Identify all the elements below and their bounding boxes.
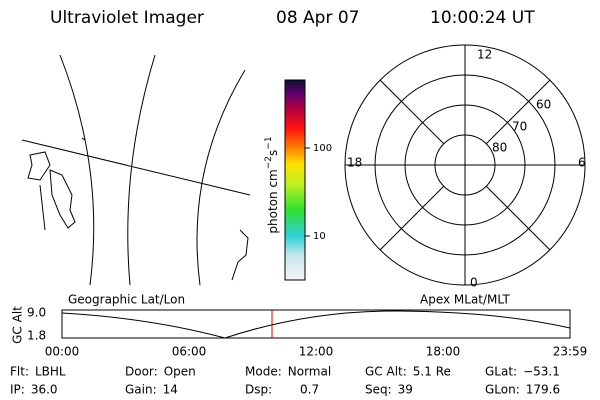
timeline-x-tick: 06:00 [172, 345, 207, 359]
altitude-curve [61, 310, 571, 339]
field-label: Dsp: [245, 383, 272, 397]
field-value: 14 [163, 383, 178, 397]
field-label: Flt: [10, 365, 29, 379]
field-value: 179.6 [526, 383, 560, 397]
colorbar-tick: 10 [313, 231, 326, 242]
field-label: GC Alt: [365, 365, 407, 379]
timeline-y-tick: 1.8 [27, 329, 46, 343]
polar-grid [344, 44, 586, 286]
polar-ring-label: 70 [512, 120, 527, 134]
field-label: GLat: [485, 365, 517, 379]
timeline-x-tick: 12:00 [299, 345, 334, 359]
field-value: LBHL [35, 365, 66, 379]
polar-label: 6 [578, 156, 586, 170]
polar-ring-label: 60 [536, 98, 551, 112]
field-value: 39 [398, 383, 413, 397]
map [21, 54, 251, 286]
field-value: 0.7 [300, 383, 319, 397]
time: 10:00:24 UT [430, 8, 535, 28]
timeline-y-label: GC Alt [11, 306, 25, 344]
polar-label: 12 [477, 48, 492, 62]
field-label: Seq: [365, 383, 392, 397]
timeline-x-tick: 00:00 [45, 345, 80, 359]
title: Ultraviolet Imager [50, 8, 204, 28]
field-value: Normal [288, 365, 331, 379]
polar-label: 18 [347, 156, 362, 170]
polar-ring-label: 80 [492, 141, 507, 155]
timeline-title: Apex MLat/MLT [420, 293, 510, 307]
polar-label: 0 [470, 276, 478, 290]
field-label: GLon: [485, 383, 520, 397]
timeline-x-tick: 18:00 [426, 345, 461, 359]
date: 08 Apr 07 [276, 8, 359, 28]
colorbar-tick: 100 [313, 143, 332, 154]
timeline-title: Geographic Lat/Lon [68, 293, 185, 307]
colorbar-label: photon cm−2s−1 [264, 136, 280, 233]
timeline-y-tick: 9.0 [27, 306, 46, 320]
field-value: −53.1 [523, 365, 560, 379]
colorbar [284, 79, 306, 281]
field-label: Door: [125, 365, 158, 379]
timeline-box [61, 309, 571, 339]
field-value: Open [164, 365, 196, 379]
field-value: 36.0 [31, 383, 58, 397]
field-value: 5.1 Re [413, 365, 451, 379]
field-label: Gain: [125, 383, 157, 397]
timeline-x-tick: 23:59 [553, 345, 588, 359]
field-label: Mode: [245, 365, 282, 379]
field-label: IP: [10, 383, 25, 397]
